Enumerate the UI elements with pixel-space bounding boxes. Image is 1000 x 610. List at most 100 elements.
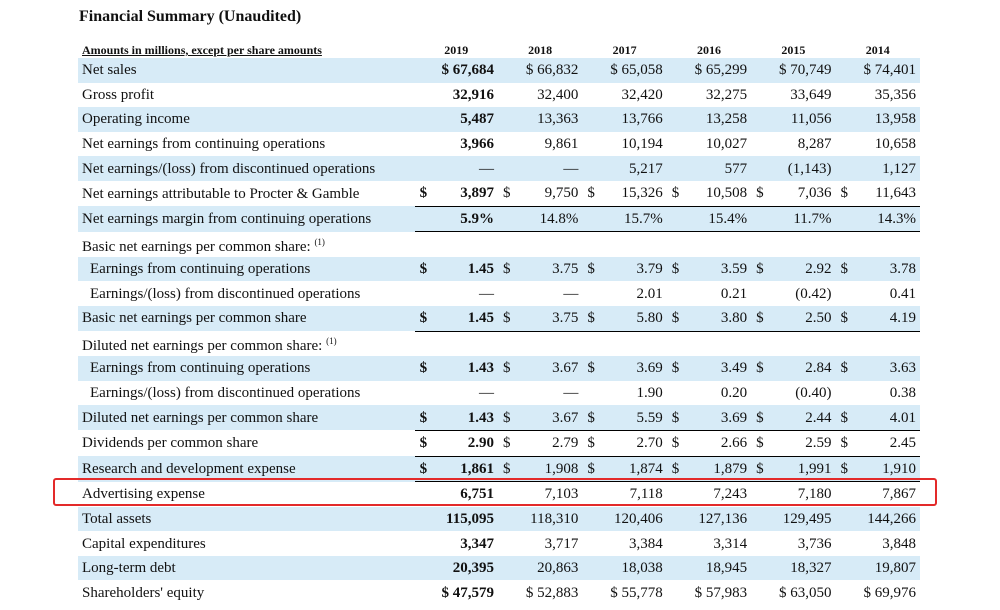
cell-2016 (667, 232, 751, 257)
currency-symbol: $ (756, 360, 764, 377)
table-row-net-sales: Net sales $ 67,684 $ 66,832 $ 65,058 $ 65,29… (78, 58, 920, 83)
cell-value: 11.7% (793, 210, 832, 227)
currency-symbol: $ (840, 261, 849, 278)
cell-value: 1,861 (460, 460, 494, 477)
cell-2018: $3.67 (497, 405, 583, 431)
cell-value: 35,356 (874, 86, 916, 103)
row-label: Dividends per common share (78, 430, 415, 456)
currency-symbol: $ (671, 360, 680, 377)
cell-2015: 11.7% (751, 206, 836, 233)
table-row-net-earnings-from-continuing-operations: Net earnings from continuing operations 3… (78, 132, 920, 157)
cell-2019: $2.90 (414, 430, 498, 457)
row-label-text: Diluted net earnings per common share: (82, 338, 323, 355)
cell-value: 2.90 (467, 435, 494, 452)
cell-value: 8,287 (797, 136, 832, 153)
currency-symbol: $ (756, 185, 764, 202)
cell-value: 1,991 (797, 460, 832, 477)
cell-2018: $3.75 (497, 305, 583, 332)
currency-symbol: $ (587, 261, 595, 278)
row-label-text: Advertising expense (82, 486, 205, 503)
cell-value: 11,643 (875, 185, 916, 202)
cell-value: 1,908 (544, 460, 579, 477)
row-label: Diluted net earnings per common share (78, 405, 415, 431)
cell-value: 1.45 (467, 310, 494, 327)
cell-2019: $1.43 (414, 356, 498, 381)
currency-symbol: $ (419, 185, 428, 202)
cell-value: 14.8% (539, 210, 579, 227)
table-row-long-term-debt: Long-term debt 20,395 20,863 18,038 18,945 18… (78, 555, 920, 581)
cell-value: 1,879 (713, 460, 748, 477)
table-row-gross-profit: Gross profit 32,916 32,400 32,420 32,275 33,6… (78, 83, 920, 108)
cell-value: 5.59 (636, 409, 663, 426)
cell-2018: 32,400 (498, 83, 582, 108)
cell-2014: $3.63 (835, 356, 920, 381)
cell-2015: $2.50 (751, 305, 836, 332)
row-label: Net earnings margin from continuing oper… (78, 206, 415, 232)
cell-2018: — (498, 281, 582, 306)
row-label: Shareholders' equity (78, 580, 415, 605)
currency-symbol: $ (587, 360, 595, 377)
year-header-2015: 2015 (781, 43, 806, 57)
cell-2017: 1.90 (582, 381, 666, 406)
cell-2015: (1,143) (751, 156, 836, 181)
cell-2014: $3.78 (835, 256, 920, 282)
cell-value: 32,400 (537, 86, 579, 103)
cell-2015: $2.92 (751, 256, 836, 282)
currency-symbol: $ (671, 310, 680, 327)
cell-2017: $5.80 (582, 305, 667, 332)
table-header-row: Amounts in millions, except per share am… (78, 40, 920, 58)
row-label: Capital expenditures (78, 531, 415, 556)
cell-2017: 32,420 (582, 83, 666, 108)
cell-value: 3.75 (552, 261, 579, 278)
cell-value: $ 74,401 (863, 62, 917, 79)
cell-value: 7,180 (797, 486, 832, 503)
cell-2014: $11,643 (835, 180, 920, 207)
table-row-earnings-loss-from-discontinued-operations: Earnings/(loss) from discontinued operat… (78, 281, 920, 306)
cell-value: 3,314 (713, 535, 748, 552)
cell-value: 2.92 (805, 261, 832, 278)
currency-symbol: $ (502, 460, 511, 477)
cell-2014: $4.01 (835, 405, 920, 431)
cell-2015: $ 70,749 (751, 58, 836, 83)
cell-value: 2.70 (636, 435, 663, 452)
row-label: Basic net earnings per common share (78, 305, 415, 332)
cell-2014 (836, 232, 920, 257)
cell-2018: 14.8% (497, 206, 583, 233)
cell-2014: 10,658 (836, 132, 920, 157)
cell-value: 3.75 (552, 310, 579, 327)
cell-2014: $2.45 (835, 430, 920, 457)
cell-value: 10,027 (705, 136, 748, 153)
cell-value: 2.84 (805, 360, 832, 377)
cell-value: $ 69,976 (863, 584, 917, 601)
cell-2017: $3.79 (582, 256, 667, 282)
cell-value: $ 66,832 (525, 62, 579, 79)
cell-2019: — (415, 281, 498, 306)
cell-2018: 20,863 (497, 555, 583, 581)
currency-symbol: $ (756, 460, 764, 477)
cell-2019 (415, 232, 498, 257)
cell-value: 3.63 (889, 360, 916, 377)
cell-value: 7,103 (544, 486, 579, 503)
row-label: Net earnings attributable to Procter & G… (78, 181, 415, 206)
page-title: Financial Summary (Unaudited) (79, 8, 302, 25)
cell-value: $ 52,883 (525, 584, 579, 601)
table-row-earnings-from-continuing-operations: Earnings from continuing operations $1.45… (78, 256, 920, 282)
cell-2019 (415, 331, 498, 356)
cell-2014: $4.19 (835, 305, 920, 332)
cell-2017 (582, 331, 666, 356)
cell-value: — (563, 160, 579, 177)
cell-value: 5.9% (460, 210, 494, 227)
cell-value: 1.90 (636, 385, 663, 402)
currency-symbol: $ (671, 435, 680, 452)
table-row-net-earnings-loss-from-discontinued-operations: Net earnings/(loss) from discontinued op… (78, 156, 920, 181)
currency-symbol: $ (671, 409, 680, 426)
cell-value: 19,807 (874, 560, 916, 577)
footnote-marker: (1) (314, 236, 325, 247)
cell-value: 18,327 (790, 560, 832, 577)
cell-value: — (563, 385, 579, 402)
cell-value: 1,910 (882, 460, 916, 477)
currency-symbol: $ (671, 185, 680, 202)
cell-value: (0.40) (795, 385, 832, 402)
cell-2015: $2.44 (751, 405, 836, 431)
cell-value: 4.01 (889, 409, 916, 426)
